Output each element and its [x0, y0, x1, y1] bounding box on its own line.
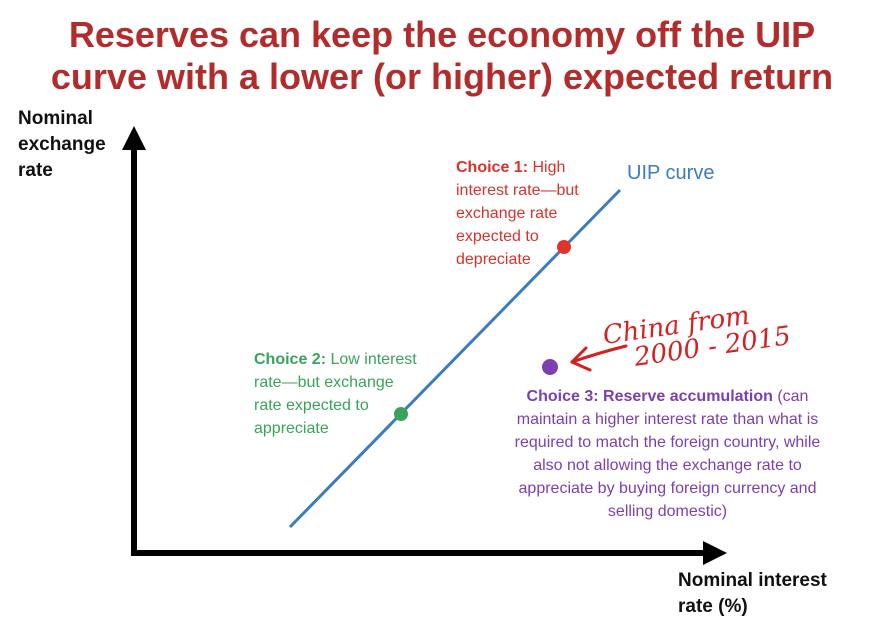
choice-3-line-2: maintain a higher interest rate than wha… — [516, 411, 819, 428]
y-axis-label-line-3: rate — [18, 160, 53, 181]
choice-3-point — [542, 359, 558, 375]
choice-3-line-1: (can — [777, 388, 809, 405]
choice-3-line-4: also not allowing the exchange rate to — [533, 457, 802, 474]
choice-1-line-4: expected to — [456, 228, 539, 245]
y-axis-label-line-2: exchange — [18, 134, 106, 155]
y-axis-label: Nominal exchange rate — [18, 106, 106, 184]
choice-2-line-4: appreciate — [254, 420, 329, 437]
choice-3-label: Choice 3: Reserve accumulation (can main… — [490, 385, 845, 523]
choice-2-line-2: rate—but exchange — [254, 374, 394, 391]
slide-title: Reserves can keep the economy off the UI… — [0, 14, 884, 98]
uip-curve-label: UIP curve — [627, 162, 715, 184]
choice-1-point — [557, 240, 571, 254]
choice-1-line-5: depreciate — [456, 251, 531, 268]
choice-3-line-5: appreciate by buying foreign currency an… — [518, 480, 817, 497]
axes — [122, 126, 727, 565]
y-axis-label-line-1: Nominal — [18, 108, 93, 129]
y-axis-arrowhead — [122, 126, 146, 150]
x-axis-label-line-2: rate (%) — [678, 596, 748, 617]
annotation-arrow — [570, 344, 628, 372]
choice-1-line-3: exchange rate — [456, 205, 558, 222]
choice-2-line-1: Low interest — [330, 351, 417, 368]
choice-2-line-3: rate expected to — [254, 397, 369, 414]
x-axis-arrowhead — [703, 541, 727, 565]
x-axis-label: Nominal interest rate (%) — [678, 568, 827, 620]
title-line-2: curve with a lower (or higher) expected … — [50, 56, 834, 97]
choice-3-line-6: selling domestic) — [607, 503, 728, 520]
choice-2-heading: Choice 2: — [254, 351, 327, 368]
choice-1-line-1: High — [532, 159, 566, 176]
title-line-1: Reserves can keep the economy off the UI… — [68, 14, 816, 55]
choice-1-label: Choice 1: High interest rate—but exchang… — [456, 156, 579, 271]
x-axis-label-line-1: Nominal interest — [678, 570, 827, 591]
choice-3-heading: Choice 3: Reserve accumulation — [526, 388, 773, 405]
choice-2-point — [394, 407, 408, 421]
choice-1-heading: Choice 1: — [456, 159, 529, 176]
choice-1-line-2: interest rate—but — [456, 182, 579, 199]
choice-2-label: Choice 2: Low interest rate—but exchange… — [254, 348, 417, 440]
choice-3-line-3: required to match the foreign country, w… — [514, 434, 821, 451]
